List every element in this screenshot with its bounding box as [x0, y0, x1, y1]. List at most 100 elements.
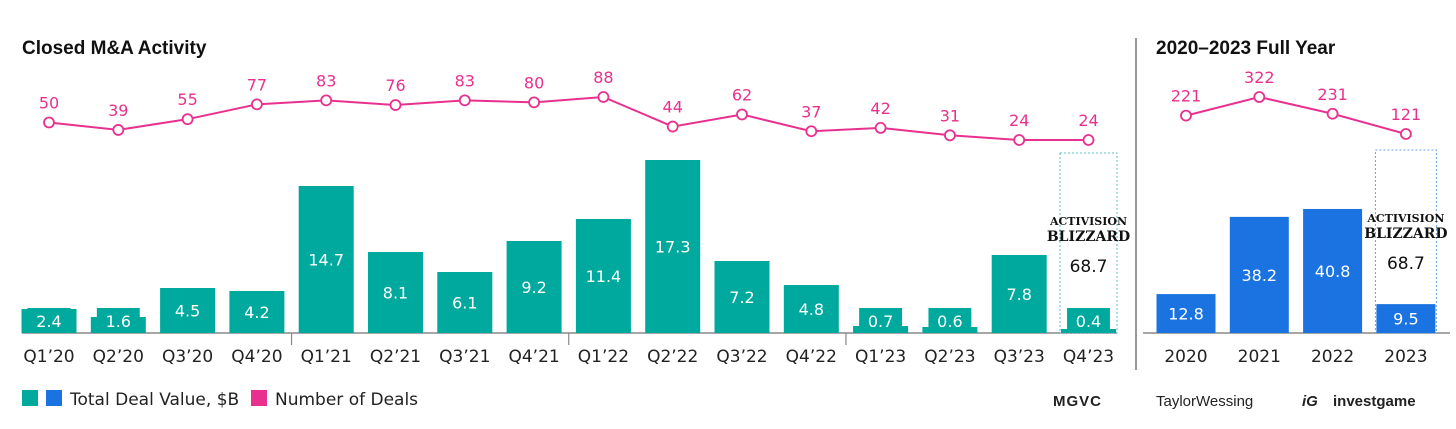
x-tick-label: 2021	[1238, 347, 1281, 367]
x-tick-label: Q2’22	[647, 347, 698, 367]
bar-label-bg	[27, 308, 71, 333]
bar-Q1’21	[298, 186, 354, 333]
bar-Q3’22	[714, 261, 770, 333]
bar-Q4’22	[783, 285, 839, 333]
bar-value-label: 0.6	[937, 312, 962, 331]
annotation-box	[1374, 149, 1437, 334]
deals-point	[1180, 109, 1192, 122]
annotation-value: 68.7	[1387, 254, 1425, 274]
bar-Q4’20	[229, 291, 285, 333]
deals-point	[1013, 134, 1026, 146]
bar-value-label: 9.2	[521, 278, 546, 297]
x-tick-label: Q3’23	[994, 347, 1045, 367]
deals-count-label: 77	[247, 75, 267, 94]
x-tick-label: Q3’21	[439, 347, 490, 367]
bar-value-label: 4.2	[244, 303, 269, 322]
deals-point	[944, 129, 956, 142]
deals-point	[1400, 128, 1412, 140]
logo-ig-mark: iG	[1302, 393, 1318, 410]
deals-count-label: 80	[524, 73, 544, 92]
logo-investgame: investgame	[1333, 393, 1416, 410]
x-tick-label: Q2’20	[93, 347, 144, 367]
bar-value-label: 7.8	[1006, 285, 1031, 304]
deals-point	[112, 124, 125, 136]
bar-value-label: 40.8	[1315, 262, 1351, 281]
x-tick-label: 2020	[1164, 347, 1207, 367]
x-tick-label: Q4’23	[1063, 347, 1114, 367]
deals-count-label: 39	[108, 101, 128, 120]
x-tick-label: Q2’23	[924, 347, 975, 367]
deals-count-label: 50	[39, 94, 59, 113]
deals-point	[43, 116, 55, 129]
deals-count-label: 83	[455, 71, 475, 90]
logo-mgvc: MGVC	[1053, 393, 1102, 410]
deals-count-label: 37	[801, 102, 821, 121]
right-chart-title: 2020–2023 Full Year	[1156, 38, 1336, 59]
x-tick-label: Q1’20	[23, 347, 74, 367]
bar-value-label: 17.3	[655, 238, 691, 257]
bar-value-label: 12.8	[1168, 305, 1204, 324]
x-tick-label: Q3’20	[162, 347, 213, 367]
deals-count-label: 76	[385, 76, 405, 95]
deals-count-label: 62	[732, 85, 752, 104]
bar-2020	[1156, 294, 1216, 333]
deals-count-label: 55	[177, 90, 197, 109]
deals-point	[1326, 107, 1339, 120]
legend-value-label: Total Deal Value, $B	[69, 390, 239, 410]
x-tick-label: Q4’21	[508, 347, 559, 367]
x-tick-label: 2023	[1384, 347, 1427, 367]
deals-line	[48, 95, 1089, 141]
deals-point	[389, 99, 402, 111]
deals-count-label: 44	[663, 98, 683, 117]
deals-count-label: 83	[316, 71, 336, 90]
bar-value-label: 9.5	[1393, 310, 1418, 329]
x-tick-label: Q1’22	[578, 347, 629, 367]
activision-logo-line2: BLIZZARD	[1047, 229, 1130, 245]
bar-Q2’22	[645, 160, 701, 333]
bar-Q2’21	[368, 252, 423, 333]
deals-count-label: 121	[1391, 105, 1422, 124]
bar-2023	[1376, 304, 1436, 333]
deals-count-label: 231	[1317, 85, 1348, 104]
deals-count-label: 88	[593, 68, 613, 87]
deals-point	[597, 91, 610, 103]
bar-Q4’21	[506, 241, 562, 333]
bar-value-label: 2.4	[36, 312, 61, 331]
annotation-value: 68.7	[1070, 257, 1108, 277]
x-tick-label: Q4’22	[786, 347, 837, 367]
bar-value-label: 7.2	[729, 288, 754, 307]
legend-swatch-blue	[46, 390, 62, 406]
deals-point	[874, 122, 887, 134]
deals-point	[805, 125, 818, 138]
bar-value-label: 4.5	[175, 302, 200, 321]
bar-Q3’23	[991, 255, 1047, 333]
bar-label-bg	[1067, 308, 1110, 333]
x-tick-label: Q1’21	[301, 347, 352, 367]
x-tick-label: 2022	[1311, 347, 1354, 367]
deals-count-label: 31	[940, 106, 960, 125]
activision-logo-line1: ACTIVISION	[1366, 212, 1444, 225]
bar-Q3’20	[160, 288, 216, 333]
activision-logo-line1: ACTIVISION	[1049, 215, 1127, 228]
bar-value-label: 8.1	[383, 284, 408, 303]
x-tick-label: Q3’22	[716, 347, 767, 367]
bar-label-bg	[928, 308, 972, 333]
legend-count-label: Number of Deals	[275, 390, 418, 410]
deals-point	[458, 94, 471, 107]
legend-swatch-teal	[22, 390, 38, 406]
bar-value-label: 38.2	[1241, 266, 1277, 285]
bar-value-label: 14.7	[308, 251, 344, 270]
bar-value-label: 0.4	[1076, 312, 1101, 331]
bar-2021	[1229, 216, 1289, 333]
deals-point	[666, 120, 679, 133]
deals-count-label: 42	[870, 99, 890, 118]
deals-point	[250, 98, 263, 111]
bar-value-label: 6.1	[452, 294, 477, 313]
deals-point	[1253, 91, 1266, 103]
deals-point	[181, 113, 194, 126]
left-chart-title: Closed M&A Activity	[22, 38, 207, 59]
bar-value-label: 0.7	[868, 312, 893, 331]
deals-point	[1082, 134, 1095, 146]
x-tick-label: Q1’23	[855, 347, 906, 367]
